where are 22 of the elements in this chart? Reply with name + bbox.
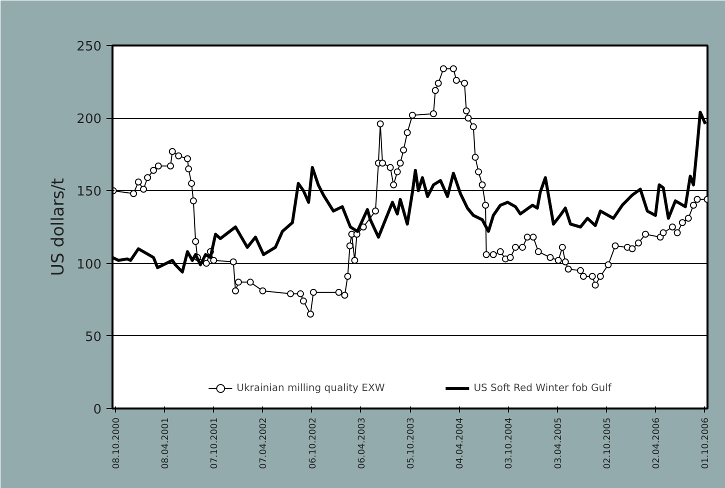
x-tick-label: 06.04.2003 [357, 418, 368, 470]
y-tick-label: 150 [76, 184, 102, 200]
x-tick-label: 02.04.2006 [652, 417, 662, 470]
x-tick-label: 08.10.2000 [112, 417, 122, 470]
x-tick-label: 06.10.2002 [308, 418, 318, 470]
y-tick-label: 200 [76, 112, 102, 128]
y-tick-label: 0 [93, 402, 102, 418]
y-tick-label: 250 [76, 40, 102, 54]
x-tick-label: 07.10.2001 [210, 418, 220, 470]
x-tick-label: 03.10.2004 [504, 417, 515, 470]
x-tick-label: 05.10.2003 [406, 418, 416, 470]
x-tick-label: 08.04.2001 [161, 418, 172, 470]
legend-label: Ukrainian milling quality EXW [236, 382, 385, 394]
x-tick-label: 04.04.2004 [456, 417, 466, 470]
x-tick-label: 07.04.2002 [259, 418, 270, 470]
legend-label: US Soft Red Winter fob Gulf [474, 382, 612, 394]
y-tick-label: 50 [84, 330, 102, 345]
x-tick-label: 01.10.2006 [701, 417, 712, 470]
x-tick-label: 03.04.2005 [554, 418, 564, 470]
x-tick-label: 02.10.2005 [602, 418, 613, 470]
y-tick-label: 100 [76, 257, 102, 272]
y-axis-title: US dollars/t [48, 178, 69, 276]
